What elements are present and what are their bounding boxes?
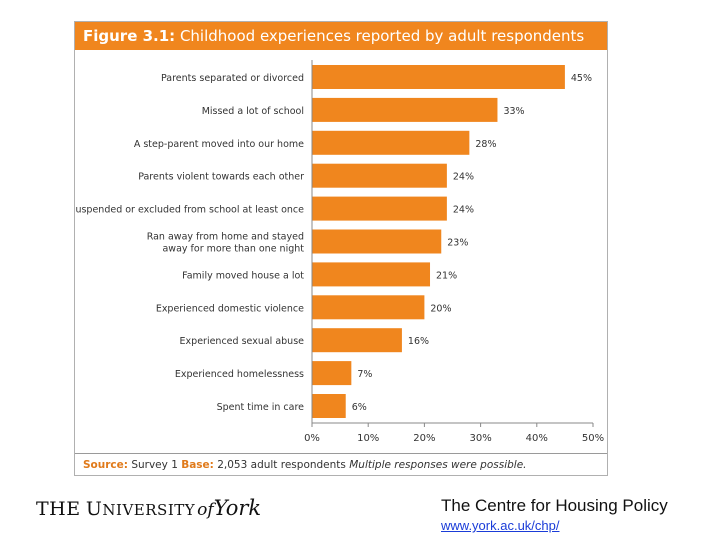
source-text: Survey 1: [131, 459, 178, 471]
centre-name: The Centre for Housing Policy: [441, 496, 668, 515]
bar: [312, 394, 346, 418]
bar: [312, 295, 425, 320]
bar: [312, 328, 402, 353]
category-label: Spent time in care: [217, 402, 305, 413]
university-wordmark: THE UNIVERSITY: [36, 498, 196, 520]
x-tick-label: 40%: [526, 433, 548, 444]
value-label: 21%: [436, 270, 457, 281]
bar: [312, 130, 470, 155]
bar: [312, 361, 352, 386]
value-label: 33%: [503, 106, 524, 117]
category-label: Experienced domestic violence: [156, 303, 304, 314]
bar: [312, 229, 442, 254]
figure-label: Figure 3.1:: [83, 27, 176, 45]
category-label: Parents separated or divorced: [161, 73, 304, 84]
x-tick-label: 30%: [469, 433, 491, 444]
bar: [312, 262, 431, 287]
base-label: Base:: [181, 459, 214, 471]
value-label: 20%: [430, 303, 451, 314]
value-label: 45%: [571, 73, 592, 84]
bar: [312, 97, 498, 122]
x-tick-label: 50%: [582, 433, 604, 444]
bar: [312, 196, 447, 221]
value-label: 28%: [475, 139, 496, 150]
value-label: 24%: [453, 172, 474, 183]
value-label: 7%: [357, 369, 372, 380]
note-text: Multiple responses were possible.: [349, 459, 527, 471]
value-label: 23%: [447, 238, 468, 249]
value-label: 24%: [453, 205, 474, 216]
source-label: Source:: [83, 459, 128, 471]
base-text: 2,053 adult respondents: [217, 459, 346, 471]
category-label: away for more than one night: [162, 244, 304, 255]
category-label: Suspended or excluded from school at lea…: [75, 205, 304, 216]
university-york: York: [213, 496, 262, 520]
bar-chart: 45% Parents separated or divorced 33% Misse…: [75, 60, 604, 444]
x-tick-label: 10%: [357, 433, 379, 444]
x-tick-label: 0%: [304, 433, 320, 444]
bar: [312, 163, 447, 188]
figure-header: Figure 3.1: Childhood experiences report…: [75, 22, 607, 50]
category-label: Parents violent towards each other: [138, 172, 304, 183]
centre-url-link[interactable]: www.york.ac.uk/chp/: [441, 518, 560, 533]
category-label: Ran away from home and stayed: [147, 232, 304, 243]
university-logo: THE UNIVERSITY of York: [36, 496, 261, 520]
bar: [312, 65, 565, 89]
x-tick-label: 20%: [413, 433, 435, 444]
figure-title: Childhood experiences reported by adult …: [179, 27, 585, 45]
category-label: A step-parent moved into our home: [134, 139, 304, 150]
figure-panel: Figure 3.1: Childhood experiences report…: [74, 21, 608, 476]
value-label: 6%: [352, 402, 367, 413]
source-line: Source: Survey 1 Base: 2,053 adult respo…: [75, 453, 607, 475]
category-label: Experienced homelessness: [175, 369, 304, 380]
value-label: 16%: [408, 336, 429, 347]
category-label: Missed a lot of school: [202, 106, 304, 117]
category-label: Family moved house a lot: [182, 270, 304, 281]
university-of: of: [197, 500, 214, 520]
category-label: Experienced sexual abuse: [180, 336, 305, 347]
